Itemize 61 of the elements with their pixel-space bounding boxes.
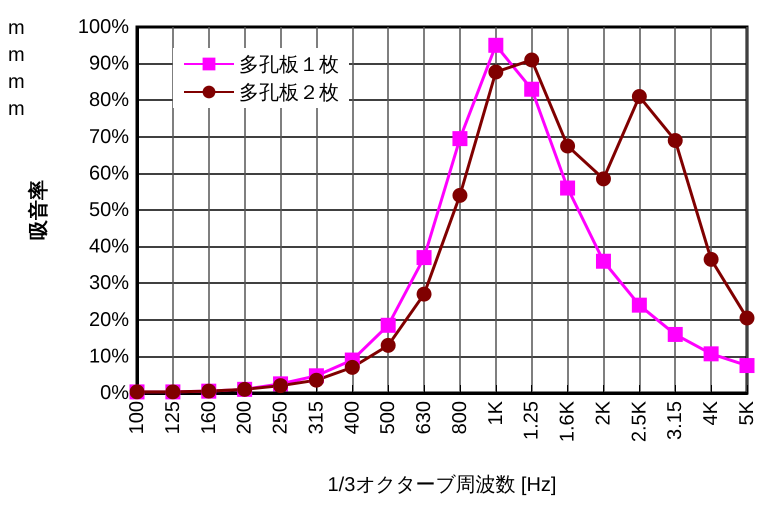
text: m	[8, 98, 25, 120]
x-tick-label: 5K	[736, 400, 758, 426]
x-tick-label: 3.15	[664, 401, 686, 440]
x-tick-label: 250	[270, 401, 292, 434]
y-tick-label: 60%	[88, 162, 130, 184]
y-tick-label: 100%	[78, 16, 130, 38]
y-tick-label: 70%	[88, 126, 130, 148]
x-tick-label: 1K	[484, 400, 507, 426]
x-tick-label: 400	[341, 401, 364, 434]
point	[344, 360, 360, 375]
point	[668, 132, 683, 148]
y-tick-label: 90%	[88, 52, 130, 75]
text: m	[8, 44, 25, 66]
point	[704, 346, 719, 362]
x-tick-label: 2.5K	[628, 400, 650, 442]
x-tick-label: 500	[377, 401, 400, 434]
y-axis-title: 吸音率	[27, 180, 50, 240]
point	[416, 286, 432, 302]
point	[488, 38, 504, 53]
point	[596, 171, 611, 186]
text: m	[8, 17, 25, 39]
point	[596, 254, 611, 269]
y-tick-label: 20%	[88, 308, 130, 331]
y-tick-label: 0%	[100, 382, 130, 404]
point	[452, 188, 468, 203]
point	[524, 52, 540, 68]
point	[380, 318, 396, 333]
point	[560, 180, 576, 196]
y-tick-label: 30%	[88, 272, 130, 294]
point	[740, 358, 754, 374]
x-tick-label: 160	[198, 401, 220, 434]
point	[524, 82, 540, 97]
point	[380, 338, 396, 353]
x-tick-label: 125	[162, 401, 184, 434]
point	[488, 64, 504, 80]
point	[560, 138, 576, 154]
legend-label: 多孔板１枚	[239, 52, 339, 76]
point	[416, 250, 432, 266]
point	[668, 326, 683, 342]
legend-label: 多孔板２枚	[239, 80, 339, 104]
y-tick-label: 10%	[88, 345, 130, 368]
point	[632, 298, 647, 313]
y-tick-label: 50%	[88, 199, 130, 221]
x-tick-label: 800	[448, 401, 471, 434]
x-tick-label: 200	[234, 401, 256, 434]
x-tick-label: 315	[305, 401, 328, 434]
text: m	[8, 71, 25, 93]
point	[632, 89, 647, 104]
x-tick-label: 100	[126, 401, 148, 434]
x-tick-label: 4K	[700, 400, 722, 426]
y-tick-label: 40%	[88, 236, 130, 258]
point	[308, 372, 324, 388]
x-tick-label: 1.6K	[556, 400, 579, 442]
x-tick-label: 630	[413, 401, 436, 434]
point	[452, 131, 468, 146]
y-tick-label: 80%	[88, 89, 130, 112]
x-tick-label: 2K	[592, 400, 614, 426]
point	[704, 252, 719, 267]
x-tick-label: 1.25	[520, 401, 543, 440]
x-axis-title: 1/3オクターブ周波数 [Hz]	[328, 474, 556, 496]
point	[740, 310, 754, 326]
